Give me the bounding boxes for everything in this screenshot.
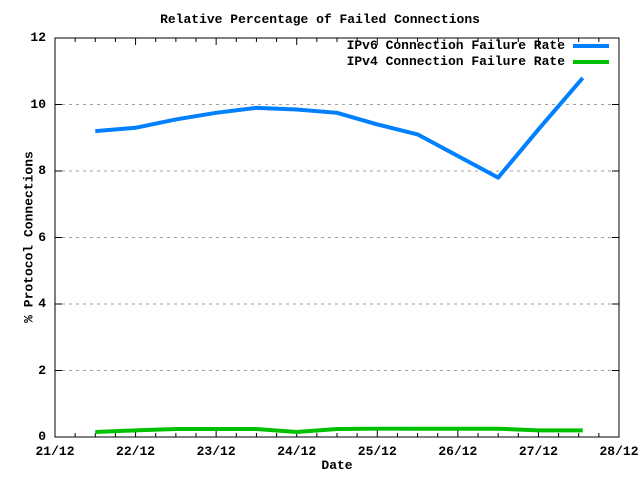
x-tick-label: 24/12 [277, 444, 317, 459]
y-tick-label: 12 [30, 30, 46, 45]
x-axis-label: Date [321, 458, 353, 473]
chart-title: Relative Percentage of Failed Connection… [160, 12, 480, 27]
x-tick-label: 22/12 [116, 444, 156, 459]
x-tick-label: 23/12 [196, 444, 236, 459]
y-tick-label: 8 [38, 163, 46, 178]
x-tick-label: 27/12 [518, 444, 558, 459]
y-tick-label: 2 [38, 362, 46, 378]
x-tick-label: 21/12 [35, 444, 75, 459]
legend-swatch-ipv6 [573, 43, 609, 48]
x-tick-label: 26/12 [438, 444, 478, 459]
legend: IPv6 Connection Failure Rate IPv4 Connec… [346, 38, 609, 69]
x-tick-label: 28/12 [599, 444, 639, 459]
plot-border [54, 37, 620, 438]
legend-item-ipv6: IPv6 Connection Failure Rate [346, 38, 609, 53]
x-tick-label: 25/12 [357, 444, 397, 459]
y-tick-label: 4 [38, 296, 46, 311]
y-tick-label: 0 [38, 429, 46, 444]
legend-item-ipv4: IPv4 Connection Failure Rate [346, 54, 609, 69]
y-tick-label: 6 [38, 229, 46, 245]
y-tick-label: 10 [30, 96, 46, 112]
series-line-ipv4 [95, 426, 583, 435]
legend-label-ipv6: IPv6 Connection Failure Rate [346, 38, 565, 53]
series-line-ipv6 [95, 76, 585, 180]
legend-swatch-ipv4 [573, 59, 609, 64]
legend-label-ipv4: IPv4 Connection Failure Rate [346, 54, 565, 69]
